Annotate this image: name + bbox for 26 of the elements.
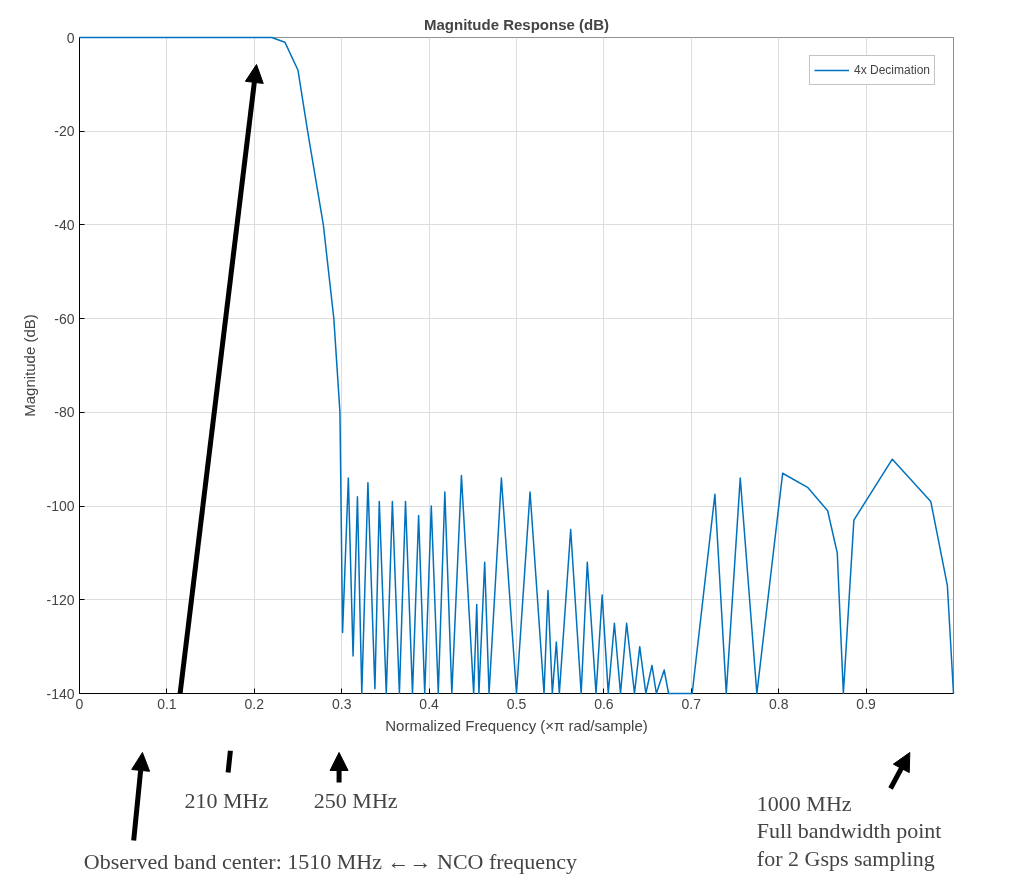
line-series [78, 36, 955, 695]
y-tick-label: -40 [54, 216, 75, 233]
chart-title: Magnitude Response (dB) [424, 15, 610, 33]
y-tick-label: -80 [54, 404, 75, 421]
legend-label: 4x Decimation [853, 63, 930, 77]
y-tick-label: -140 [46, 685, 75, 702]
x-tick-label: 0.7 [681, 695, 702, 712]
x-tick-label: 0.6 [594, 695, 614, 712]
x-tick-label: 0.2 [244, 695, 265, 712]
text: Observed band center: 1510 MHz ←→ NCO frequency [83, 848, 577, 874]
text: 210 MHz [184, 787, 269, 813]
y-tick-label: -60 [54, 310, 75, 327]
x-tick-label: 0.9 [856, 695, 877, 712]
x-tick-label: 0.4 [419, 695, 440, 712]
x-tick-label: 0.5 [506, 695, 527, 712]
y-tick-label: -120 [46, 591, 75, 608]
text: 1000 MHz Full bandwidth point for 2 Gsps sampling [756, 790, 942, 871]
y-tick-label: -20 [54, 123, 75, 140]
x-tick-label: 0.1 [157, 695, 177, 712]
x-tick-label: 0.3 [331, 695, 352, 712]
y-axis-title: Magnitude (dB) [21, 314, 39, 417]
x-tick-label: 0.8 [768, 695, 789, 712]
y-tick-label: -100 [46, 498, 75, 515]
y-tick-label: 0 [66, 29, 75, 46]
x-axis-title: Normalized Frequency (×π rad/sample) [385, 716, 648, 734]
text: 250 MHz [313, 787, 398, 813]
